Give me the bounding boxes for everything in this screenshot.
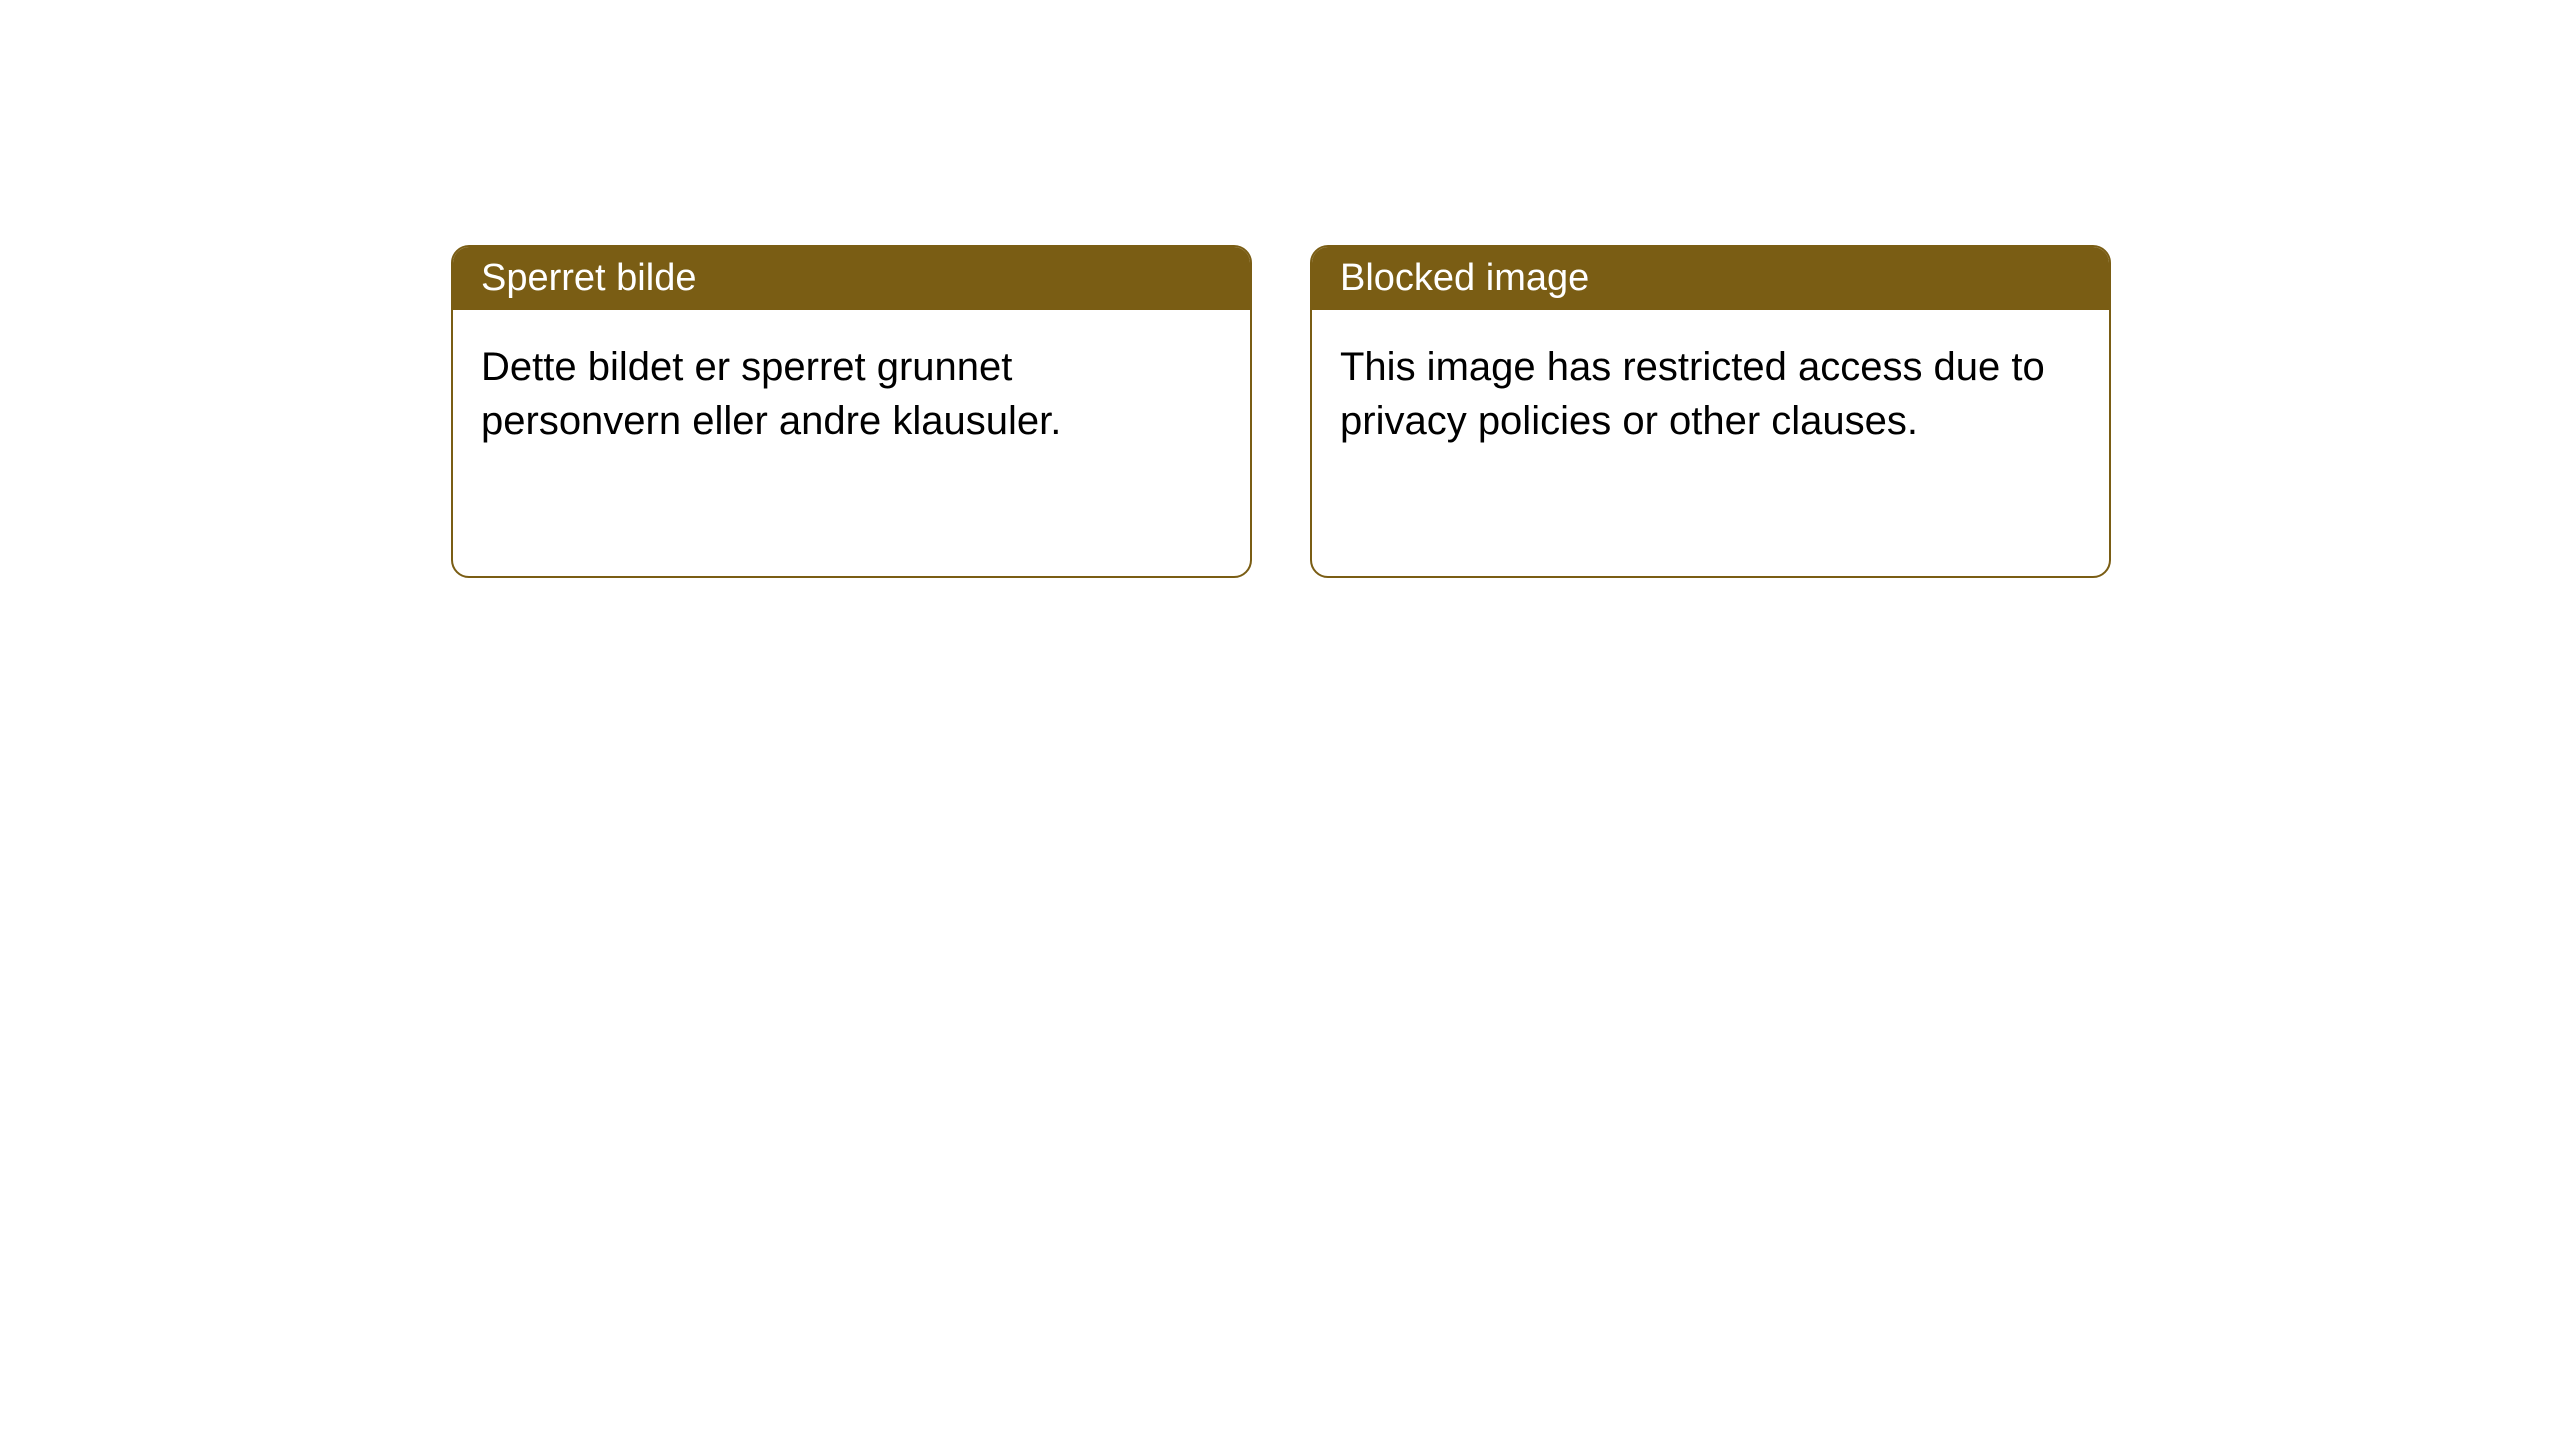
card-body-text: This image has restricted access due to …	[1340, 345, 2045, 443]
card-title: Blocked image	[1340, 257, 1589, 299]
blocked-image-card-no: Sperret bilde Dette bildet er sperret gr…	[451, 245, 1252, 578]
card-title: Sperret bilde	[481, 257, 696, 299]
notice-cards-row: Sperret bilde Dette bildet er sperret gr…	[451, 245, 2111, 578]
card-body: This image has restricted access due to …	[1312, 310, 2109, 478]
card-body-text: Dette bildet er sperret grunnet personve…	[481, 345, 1061, 443]
blocked-image-card-en: Blocked image This image has restricted …	[1310, 245, 2111, 578]
card-header: Sperret bilde	[453, 247, 1250, 310]
card-header: Blocked image	[1312, 247, 2109, 310]
card-body: Dette bildet er sperret grunnet personve…	[453, 310, 1250, 478]
